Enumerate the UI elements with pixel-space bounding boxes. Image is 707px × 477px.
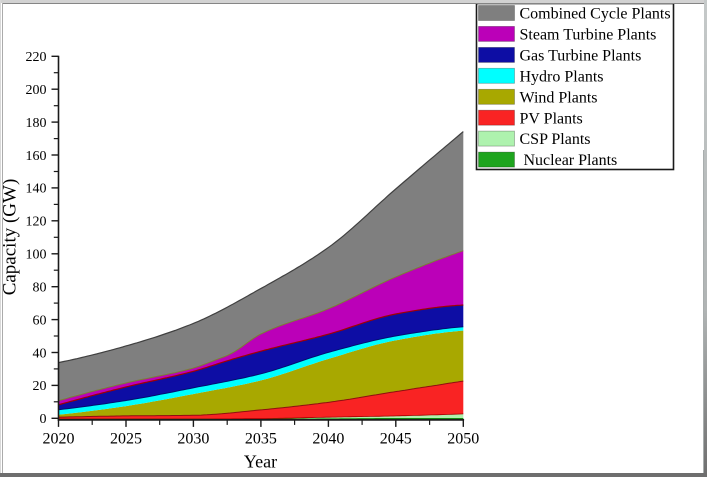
svg-text:220: 220 <box>26 50 47 65</box>
svg-text:180: 180 <box>26 116 47 131</box>
svg-text:200: 200 <box>26 83 47 98</box>
svg-text:120: 120 <box>26 215 47 230</box>
svg-text:2035: 2035 <box>245 431 277 448</box>
svg-text:20: 20 <box>33 379 47 394</box>
svg-text:CSP Plants: CSP Plants <box>520 131 591 148</box>
svg-text:Combined Cycle Plants: Combined Cycle Plants <box>520 6 671 23</box>
svg-text:Capacity (GW): Capacity (GW) <box>0 179 21 296</box>
svg-text:2050: 2050 <box>447 431 479 448</box>
svg-text:2040: 2040 <box>312 431 344 448</box>
svg-text:Steam Turbine Plants: Steam Turbine Plants <box>520 27 657 44</box>
svg-text:60: 60 <box>33 313 47 328</box>
svg-text:Gas Turbine Plants: Gas Turbine Plants <box>520 48 642 65</box>
svg-text:2045: 2045 <box>380 431 412 448</box>
svg-text:160: 160 <box>26 149 47 164</box>
svg-text:100: 100 <box>26 248 47 263</box>
svg-text:40: 40 <box>33 346 47 361</box>
svg-text:0: 0 <box>40 412 47 427</box>
svg-text:140: 140 <box>26 182 47 197</box>
svg-text:2025: 2025 <box>110 431 142 448</box>
svg-text:PV Plants: PV Plants <box>520 110 583 127</box>
svg-text:Hydro Plants: Hydro Plants <box>520 68 604 85</box>
svg-text:80: 80 <box>33 281 47 296</box>
svg-text:Wind Plants: Wind Plants <box>520 89 598 106</box>
svg-text:2030: 2030 <box>177 431 209 448</box>
svg-text:Year: Year <box>244 452 277 472</box>
svg-text:2020: 2020 <box>43 431 75 448</box>
svg-text:Nuclear Plants: Nuclear Plants <box>524 152 618 169</box>
